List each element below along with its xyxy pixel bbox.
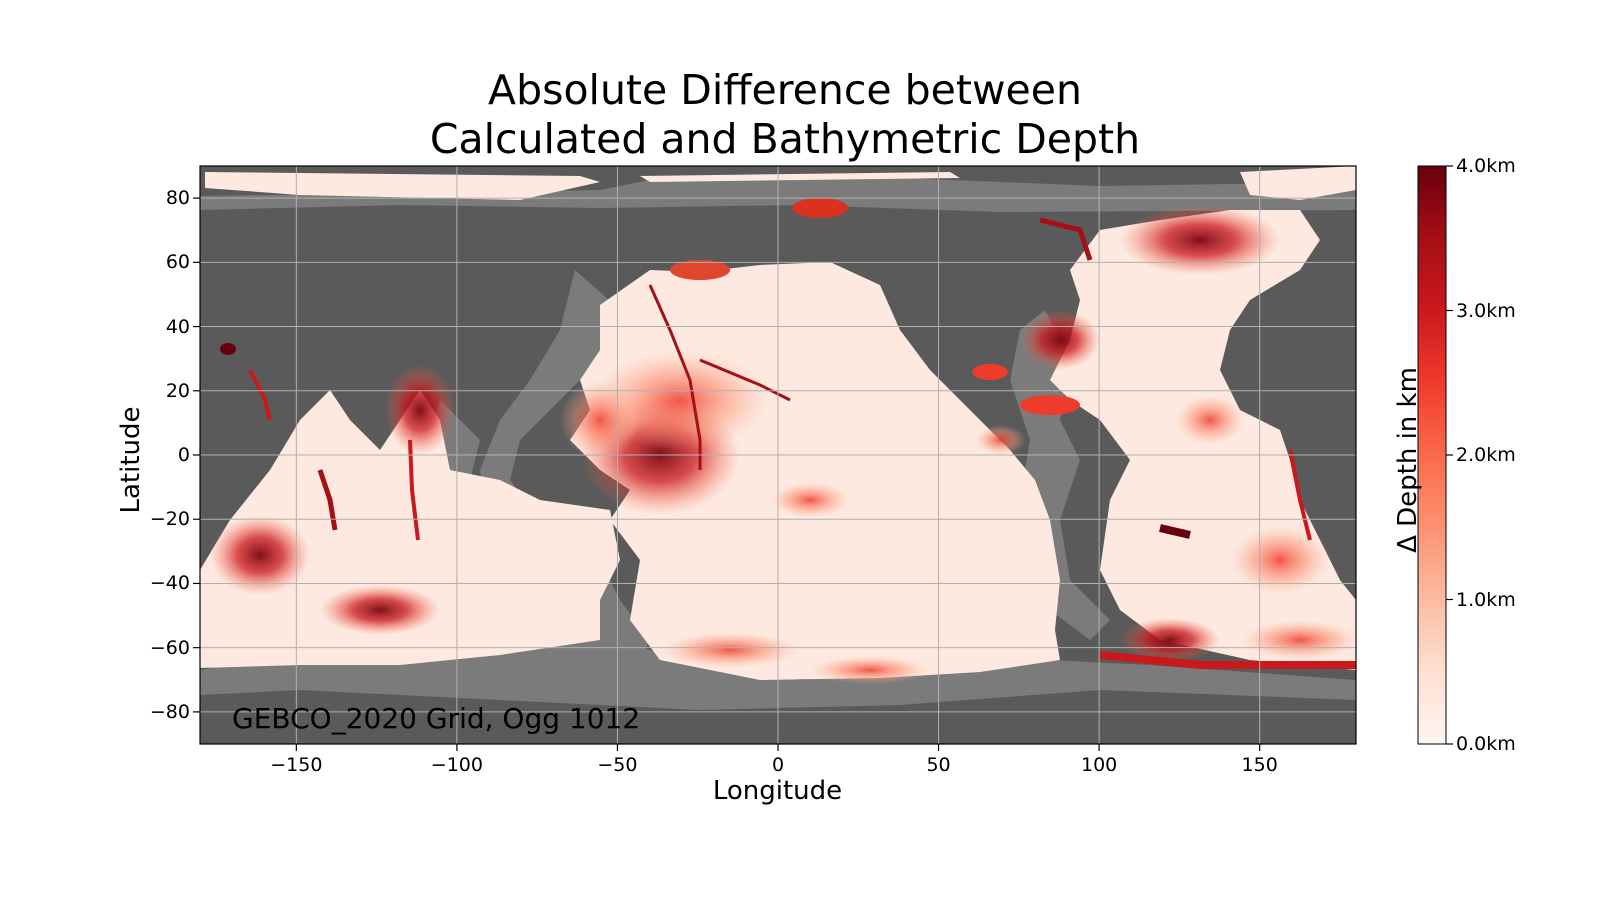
high-difference-regions bbox=[210, 198, 1356, 684]
x-axis-ticks bbox=[295, 744, 1261, 751]
map-area bbox=[200, 166, 1356, 744]
y-axis-label: Latitude bbox=[116, 406, 146, 514]
y-tick-label: 40 bbox=[165, 315, 190, 338]
y-tick-label: 0 bbox=[177, 444, 190, 466]
x-tick-label: −100 bbox=[430, 754, 483, 776]
colorbar-tick-label: 0.0km bbox=[1456, 733, 1516, 755]
y-tick-label: 20 bbox=[165, 379, 190, 402]
x-axis-label: Longitude bbox=[712, 776, 843, 806]
colorbar-tick-label: 1.0km bbox=[1456, 588, 1516, 611]
colorbar-ticks bbox=[1446, 165, 1453, 745]
x-tick-label: 100 bbox=[1080, 754, 1118, 776]
y-tick-label: 60 bbox=[165, 251, 190, 274]
x-tick-label: −150 bbox=[270, 754, 323, 776]
x-tick-label: 150 bbox=[1241, 754, 1278, 776]
y-tick-label: −60 bbox=[149, 636, 190, 659]
chart-title-line-1: Absolute Difference between bbox=[488, 66, 1082, 114]
gridlines bbox=[200, 166, 1356, 744]
colorbar-tick-label: 3.0km bbox=[1456, 299, 1516, 322]
x-tick-label: 0 bbox=[771, 754, 785, 776]
y-tick-label: 80 bbox=[165, 187, 190, 210]
colorbar-tick-label: 4.0km bbox=[1456, 155, 1516, 177]
y-tick-label: −20 bbox=[149, 508, 190, 531]
colorbar-tick-label: 2.0km bbox=[1456, 444, 1516, 466]
y-axis-ticks bbox=[193, 197, 200, 713]
data-source-annotation: GEBCO_2020 Grid, Ogg 1012 bbox=[232, 702, 641, 735]
chart-title-line-2: Calculated and Bathymetric Depth bbox=[429, 115, 1141, 163]
y-tick-label: −80 bbox=[149, 700, 190, 723]
colorbar-label: Δ Depth in km bbox=[1393, 367, 1423, 553]
x-tick-label: 50 bbox=[926, 754, 951, 776]
x-tick-label: −50 bbox=[597, 754, 638, 776]
y-tick-label: −40 bbox=[149, 572, 190, 595]
